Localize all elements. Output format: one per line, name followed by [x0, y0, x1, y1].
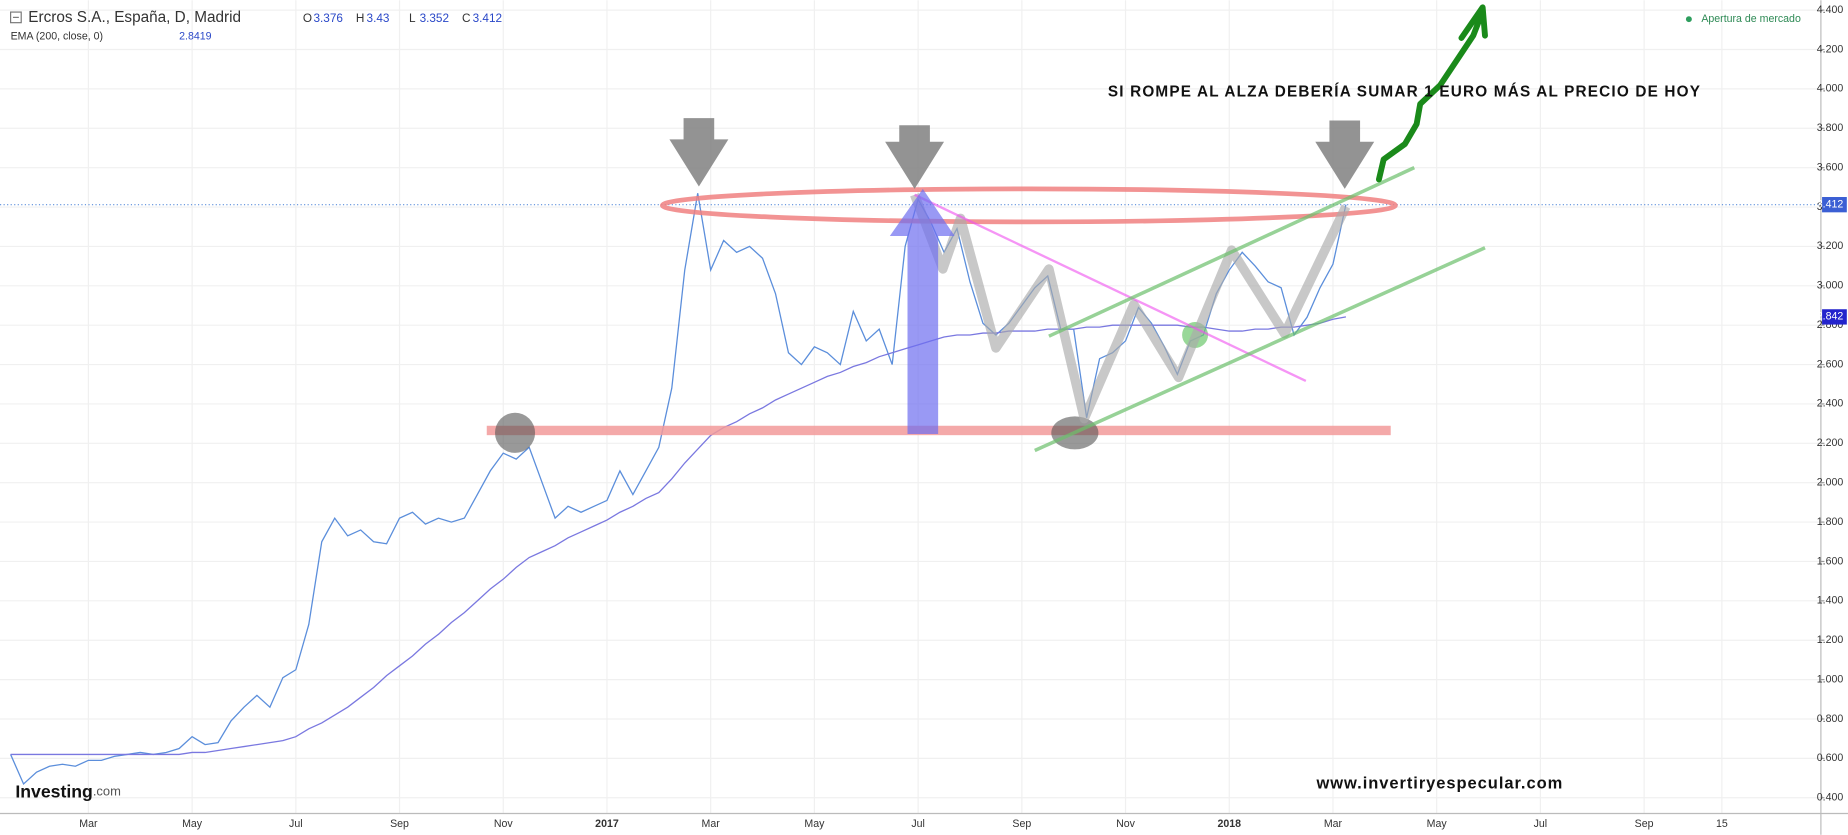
x-tick-label: Sep: [1635, 818, 1654, 830]
indicator-value: 2.8419: [179, 31, 212, 43]
y-tick-label: 0.800: [1817, 713, 1844, 725]
symbol-title: Ercros S.A., España, D, Madrid: [28, 9, 241, 26]
collapse-icon[interactable]: [10, 11, 22, 24]
ohlc-label: C: [462, 12, 471, 25]
y-tick-label: 1.000: [1817, 673, 1844, 685]
status: Apertura de mercado: [1701, 13, 1801, 25]
y-tick-label: 1.800: [1817, 516, 1844, 528]
y-tick-label: 1.400: [1817, 595, 1844, 607]
y-tick-label: 1.200: [1817, 634, 1844, 646]
ohlc-value: 3.352: [420, 12, 449, 25]
y-tick-label: 1.600: [1817, 555, 1844, 567]
x-tick-label: 2017: [595, 818, 619, 830]
y-tick-label: 4.400: [1817, 4, 1844, 16]
price-tag: [1822, 309, 1847, 325]
x-tick-label: Jul: [1534, 818, 1548, 830]
y-tick-label: 0.400: [1817, 792, 1844, 804]
ohlc-label: L: [409, 12, 416, 25]
status-dot: [1685, 16, 1692, 23]
ohlc-label: H: [356, 12, 365, 25]
y-tick-label: 0.600: [1817, 752, 1844, 764]
price-tag: [1822, 197, 1847, 213]
ohlc-label: O: [303, 12, 312, 25]
x-tick-label: Sep: [1012, 818, 1031, 830]
x-tick-label: May: [182, 818, 203, 830]
y-tick-label: 2.400: [1817, 398, 1844, 410]
x-tick-label: Mar: [702, 818, 721, 830]
y-tick-label: 2.200: [1817, 437, 1844, 449]
x-tick-label: Jul: [289, 818, 303, 830]
x-tick-label: 15: [1716, 818, 1728, 830]
brand-suffix: .com: [93, 784, 121, 799]
y-tick-label: 2.600: [1817, 358, 1844, 370]
price-tag-label: 2.842: [1817, 311, 1844, 323]
y-tick-label: 2.000: [1817, 476, 1844, 488]
y-tick-label: 4.200: [1817, 43, 1844, 55]
x-tick-label: May: [804, 818, 825, 830]
ohlc-value: 3.412: [473, 12, 502, 25]
x-tick-label: Mar: [79, 818, 98, 830]
x-tick-label: Sep: [390, 818, 409, 830]
brand-name: Investing: [15, 781, 93, 801]
y-tick-label: 3.800: [1817, 122, 1844, 134]
x-tick-label: Nov: [494, 818, 514, 830]
y-tick-label: 4.000: [1817, 83, 1844, 95]
price-tag-label: 3.412: [1817, 198, 1844, 210]
x-tick-label: Jul: [911, 818, 925, 830]
indicator-name: EMA (200, close, 0): [11, 31, 103, 43]
y-tick-label: 3.200: [1817, 240, 1844, 252]
x-tick-label: May: [1427, 818, 1448, 830]
ohlc-value: 3.376: [314, 12, 344, 25]
y-tick-label: 3.600: [1817, 161, 1844, 173]
y-tick-label: 3.000: [1817, 280, 1844, 292]
x-tick-label: Mar: [1324, 818, 1343, 830]
ohlc-value: 3.43: [367, 12, 390, 25]
x-tick-label: 2018: [1217, 818, 1241, 830]
brand: Investing.com: [15, 781, 121, 801]
ohlc: O 3.376 H 3.43 L 3.352 C 3.412: [303, 12, 502, 25]
x-tick-label: Nov: [1116, 818, 1136, 830]
